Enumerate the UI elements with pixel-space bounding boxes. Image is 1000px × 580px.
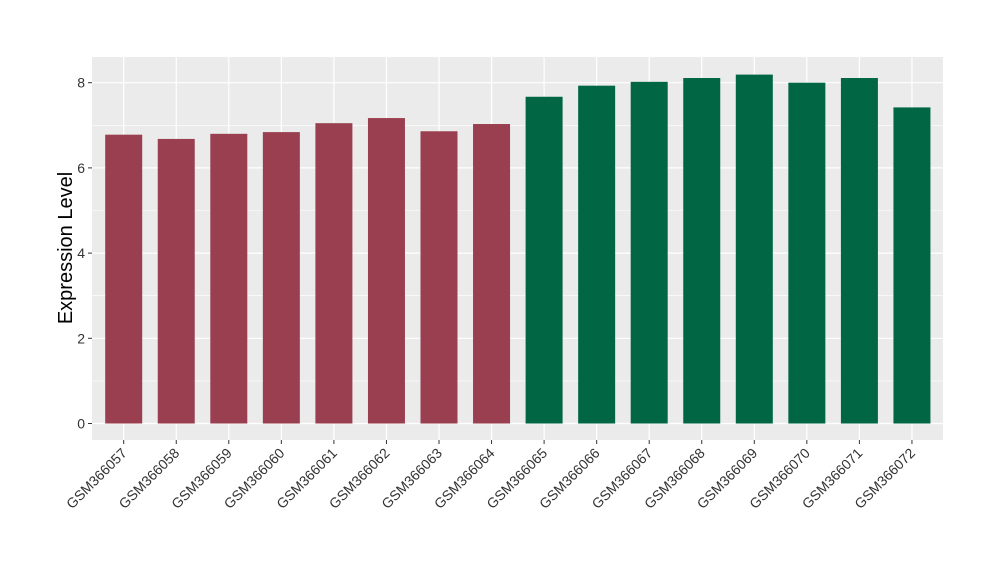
bar-GSM366057 (105, 134, 143, 424)
y-axis: 0 2 4 6 8 (77, 75, 92, 432)
bar-GSM366070 (788, 82, 826, 424)
bar-GSM366067 (630, 81, 668, 424)
bar-GSM366066 (578, 85, 616, 424)
bar-GSM366065 (525, 96, 563, 424)
bar-GSM366060 (262, 132, 300, 424)
bar-GSM366064 (473, 124, 511, 424)
y-tick-label: 8 (77, 75, 85, 91)
y-tick-label: 0 (77, 416, 85, 432)
bars-layer (105, 74, 931, 424)
bar-GSM366071 (840, 78, 878, 424)
y-tick-label: 2 (77, 330, 85, 346)
y-axis-title: Expression Level (55, 172, 77, 324)
y-tick-label: 4 (77, 245, 85, 261)
bar-GSM366068 (683, 78, 721, 424)
bar-GSM366058 (157, 138, 195, 424)
bar-GSM366059 (210, 133, 248, 424)
y-tick-label: 6 (77, 160, 85, 176)
bar-GSM366063 (420, 131, 458, 424)
bar-GSM366069 (735, 74, 773, 424)
bar-GSM366061 (315, 123, 353, 424)
x-axis: GSM366057GSM366058GSM366059GSM366060GSM3… (63, 440, 918, 512)
bar-GSM366062 (367, 118, 405, 424)
bar-GSM366072 (893, 107, 931, 424)
